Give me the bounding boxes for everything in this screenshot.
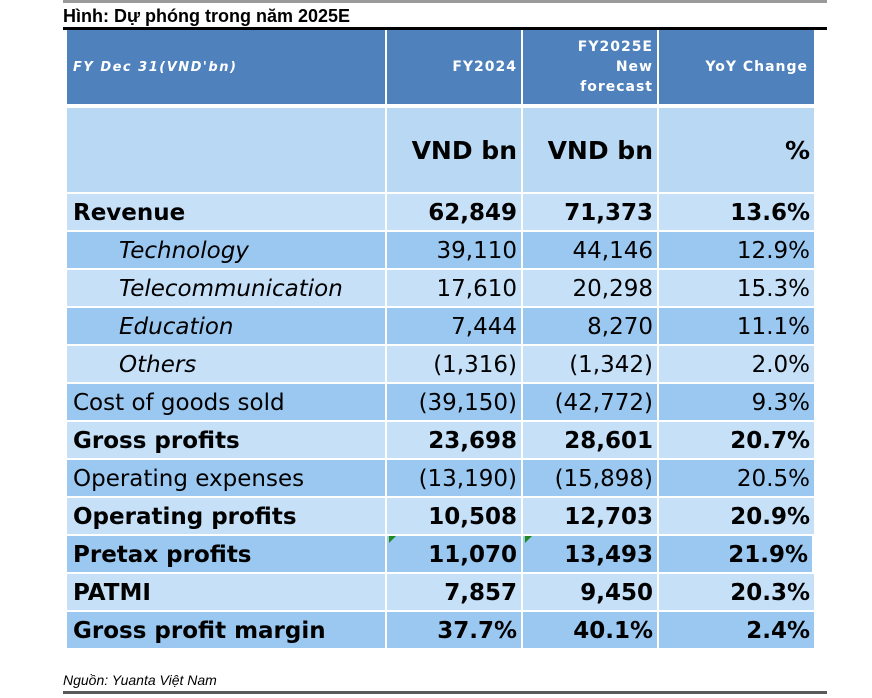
row-fy2024: 10,508 (387, 498, 523, 536)
comment-marker-icon (389, 536, 396, 543)
row-fy2024: 62,849 (387, 194, 523, 232)
row-label: PATMI (67, 574, 387, 612)
table-row: Others (1,316) (1,342) 2.0% (67, 346, 814, 384)
row-yoy: 11.1% (736, 314, 810, 340)
row-fy2024: (13,190) (387, 460, 523, 498)
row-yoy: 20.7% (730, 428, 810, 454)
row-yoy: 2.0% (751, 352, 810, 378)
row-label: Cost of goods sold (67, 384, 387, 422)
top-rule (63, 0, 827, 3)
row-fy2024: 17,610 (387, 270, 523, 308)
table-row: Telecommunication 17,610 20,298 15.3% (67, 270, 814, 308)
row-fy2025: 40.1% (523, 612, 659, 650)
unit-fy2024: VND bn (387, 108, 523, 192)
unit-label (67, 108, 387, 192)
row-yoy: 13.6% (730, 200, 810, 226)
row-fy2025: 44,146 (523, 232, 659, 270)
row-label: Telecommunication (67, 270, 387, 308)
table-row: Operating profits 10,508 12,703 20.9% (67, 498, 814, 536)
row-fy2025: (1,342) (523, 346, 659, 384)
row-fy2025: (15,898) (523, 460, 659, 498)
row-yoy: 20.3% (730, 580, 810, 606)
row-label: Education (67, 308, 387, 346)
header-fy2025: FY2025E New forecast (523, 30, 659, 104)
row-fy2024: 11,070 (387, 536, 523, 574)
row-fy2025: 8,270 (523, 308, 659, 346)
table-row: Gross profit margin 37.7% 40.1% 2.4% (67, 612, 814, 650)
unit-fy2025: VND bn (523, 108, 659, 192)
row-fy2024: 37.7% (387, 612, 523, 650)
row-yoy: 9.3% (751, 390, 810, 416)
table-row: Revenue 62,849 71,373 13.6% (67, 194, 814, 232)
table-row: Education 7,444 8,270 11.1% (67, 308, 814, 346)
row-fy2024: (1,316) (387, 346, 523, 384)
row-fy2025: 13,493 (523, 536, 659, 574)
row-yoy: 12.9% (736, 238, 810, 264)
row-fy2025: 28,601 (523, 422, 659, 460)
row-label: Operating expenses (67, 460, 387, 498)
row-fy2025: 9,450 (523, 574, 659, 612)
source-note: Nguồn: Yuanta Việt Nam (63, 670, 827, 694)
row-yoy: 21.9% (659, 536, 814, 574)
row-yoy: 2.4% (746, 618, 810, 644)
comment-marker-icon (525, 536, 532, 543)
header-period: FY Dec 31(VND'bn) (67, 30, 387, 104)
row-fy2025: 71,373 (523, 194, 659, 232)
table-row: Operating expenses (13,190) (15,898) 20.… (67, 460, 814, 498)
header-fy2025-line2: New (615, 59, 653, 75)
row-yoy: 20.5% (736, 466, 810, 492)
table-row: Cost of goods sold (39,150) (42,772) 9.3… (67, 384, 814, 422)
header-yoy: YoY Change (705, 59, 808, 75)
figure-title: Hình: Dự phóng trong năm 2025E (63, 4, 827, 30)
table-row: PATMI 7,857 9,450 20.3% (67, 574, 814, 612)
forecast-table: FY Dec 31(VND'bn) FY2024 FY2025E New for… (67, 30, 814, 650)
row-label: Pretax profits (67, 536, 387, 574)
row-fy2024: (39,150) (387, 384, 523, 422)
row-label: Operating profits (67, 498, 387, 536)
table-row: Pretax profits 11,070 13,493 21.9% (67, 536, 814, 574)
row-label: Gross profits (67, 422, 387, 460)
row-fy2025: (42,772) (523, 384, 659, 422)
row-label: Others (67, 346, 387, 384)
row-fy2024: 7,857 (387, 574, 523, 612)
table-row: Technology 39,110 44,146 12.9% (67, 232, 814, 270)
table-header-row: FY Dec 31(VND'bn) FY2024 FY2025E New for… (67, 30, 814, 108)
unit-row: VND bn VND bn % (67, 108, 814, 194)
row-fy2024: 23,698 (387, 422, 523, 460)
row-fy2024: 39,110 (387, 232, 523, 270)
unit-yoy: % (784, 135, 810, 165)
row-yoy: 15.3% (736, 276, 810, 302)
row-yoy: 20.9% (730, 504, 810, 530)
row-fy2025: 20,298 (523, 270, 659, 308)
header-fy2025-line1: FY2025E (577, 39, 653, 55)
row-fy2025: 12,703 (523, 498, 659, 536)
row-label: Technology (67, 232, 387, 270)
header-fy2025-line3: forecast (580, 79, 653, 95)
row-label: Gross profit margin (67, 612, 387, 650)
row-fy2024: 7,444 (387, 308, 523, 346)
table-row: Gross profits 23,698 28,601 20.7% (67, 422, 814, 460)
header-fy2024: FY2024 (387, 30, 523, 104)
row-label: Revenue (67, 194, 387, 232)
